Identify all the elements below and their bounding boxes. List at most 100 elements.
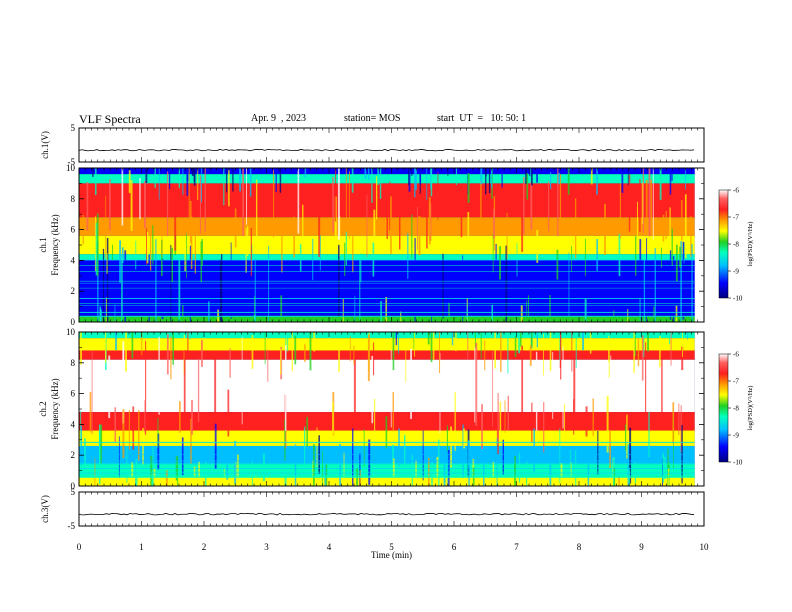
spectrogram-streak bbox=[416, 206, 418, 250]
spectrogram-streak bbox=[529, 345, 532, 366]
spectrogram-streak bbox=[390, 349, 392, 428]
spectrogram-band bbox=[79, 174, 695, 184]
colorbar-tick-label: -7 bbox=[733, 214, 739, 222]
spectrogram-streak bbox=[250, 227, 252, 277]
spectrogram-streak bbox=[325, 464, 328, 486]
spectrogram-streak bbox=[359, 453, 361, 486]
spectrogram-streak bbox=[181, 437, 184, 476]
spectrogram-streak bbox=[437, 171, 439, 220]
spectrogram-streak bbox=[205, 461, 207, 486]
spectrogram-streak bbox=[618, 476, 620, 486]
spectrogram-streak bbox=[254, 258, 256, 322]
spectrogram-streak bbox=[446, 425, 448, 451]
spectrogram-streak bbox=[495, 243, 497, 317]
spectrogram-streak bbox=[114, 407, 117, 442]
spectrogram-streak bbox=[299, 243, 302, 272]
spectrogram-streak bbox=[392, 392, 394, 432]
spectrogram-streak bbox=[559, 428, 561, 483]
spectrogram-streak bbox=[170, 336, 172, 380]
spectrogram-streak bbox=[279, 168, 282, 193]
spectrogram-streak bbox=[671, 168, 673, 181]
spectrogram-streak bbox=[652, 168, 654, 240]
y-tick-label: -5 bbox=[68, 157, 76, 167]
spectrogram-streak bbox=[306, 416, 308, 447]
spectrogram-streak bbox=[138, 410, 140, 461]
colorbar-tick-label: -6 bbox=[733, 187, 739, 195]
spectrogram-streak bbox=[590, 168, 593, 185]
spectrogram-streak bbox=[287, 332, 289, 352]
spectrogram-streak bbox=[232, 168, 234, 192]
spectrogram-streak bbox=[385, 416, 388, 449]
spectrogram-streak bbox=[556, 249, 559, 280]
spectrogram-streak bbox=[530, 181, 533, 230]
spectrogram-streak bbox=[642, 168, 644, 233]
spectrogram-streak bbox=[352, 428, 354, 486]
spectrogram-streak bbox=[284, 419, 286, 462]
spectrogram-streak bbox=[324, 451, 327, 486]
spectrogram-streak bbox=[474, 346, 476, 423]
spectrogram-streak bbox=[519, 332, 522, 347]
spectrogram-streak bbox=[505, 245, 508, 322]
spectrogram-streak bbox=[372, 242, 375, 277]
spectrogram-streak bbox=[80, 425, 83, 466]
spectrogram-streak bbox=[451, 332, 454, 346]
spectrogram-streak bbox=[285, 344, 287, 431]
spectrogram-streak bbox=[410, 348, 413, 419]
spectrogram-streak bbox=[372, 342, 375, 376]
spectrogram-streak bbox=[239, 168, 242, 192]
spectrogram-streak bbox=[249, 168, 252, 197]
spectrogram-streak bbox=[169, 168, 171, 190]
colorbar bbox=[718, 353, 729, 463]
spectrogram-streak bbox=[592, 398, 594, 436]
spectrogram-streak bbox=[467, 173, 470, 203]
spectrogram-streak bbox=[608, 335, 610, 362]
spectrogram-streak bbox=[313, 332, 316, 352]
x-tick-label: 7 bbox=[514, 542, 519, 552]
spectrogram-streak bbox=[161, 239, 163, 277]
spectrogram-streak bbox=[223, 168, 225, 206]
spectrogram-streak bbox=[466, 305, 468, 322]
spectrogram-streak bbox=[178, 401, 181, 433]
spectrogram-streak bbox=[303, 426, 306, 476]
spectrogram-streak bbox=[368, 439, 371, 485]
spectrogram-streak bbox=[364, 168, 367, 179]
spectrogram-streak bbox=[585, 406, 588, 437]
spectrogram-streak bbox=[390, 196, 392, 254]
spectrogram-streak bbox=[450, 426, 453, 468]
spectrogram-streak bbox=[200, 168, 202, 203]
spectrogram-streak bbox=[105, 297, 107, 322]
spectrogram-streak bbox=[549, 295, 551, 322]
spectrogram-streak bbox=[119, 240, 122, 283]
spectrogram-streak bbox=[536, 168, 539, 183]
spectrogram-streak bbox=[130, 180, 133, 231]
spectrogram-streak bbox=[521, 345, 524, 426]
spectrogram-streak bbox=[349, 336, 351, 362]
spectrogram-streak bbox=[507, 332, 509, 374]
spectrogram-streak bbox=[304, 344, 306, 362]
y-axis-label: Frequency (kHz) bbox=[50, 378, 60, 439]
spectrogram-streak bbox=[415, 168, 417, 190]
spectrogram-streak bbox=[91, 350, 93, 435]
y-tick-label: 2 bbox=[71, 286, 76, 296]
spectrogram-streak bbox=[226, 450, 229, 480]
spectrogram-streak bbox=[172, 332, 174, 365]
spectrogram-streak bbox=[610, 355, 612, 413]
spectrogram-streak bbox=[109, 179, 111, 231]
spectrogram-streak bbox=[500, 332, 502, 372]
ch1-waveform-trace bbox=[78, 148, 695, 152]
spectrogram-streak bbox=[645, 179, 648, 236]
spectrogram-streak bbox=[636, 201, 638, 239]
spectrogram-streak bbox=[166, 171, 169, 237]
spectrogram-streak bbox=[629, 427, 632, 484]
x-tick-label: 4 bbox=[327, 542, 332, 552]
ch3-waveform-trace bbox=[78, 512, 695, 516]
spectrogram-streak bbox=[194, 217, 197, 274]
spectrogram-streak bbox=[99, 306, 101, 322]
spectrogram-streak bbox=[462, 424, 464, 479]
spectrogram-streak bbox=[499, 246, 502, 280]
spectrogram-streak bbox=[587, 451, 590, 486]
spectrogram-streak bbox=[219, 259, 222, 322]
spectrogram-streak bbox=[662, 214, 665, 242]
spectrogram-streak bbox=[569, 449, 571, 478]
spectrogram-streak bbox=[659, 168, 662, 200]
